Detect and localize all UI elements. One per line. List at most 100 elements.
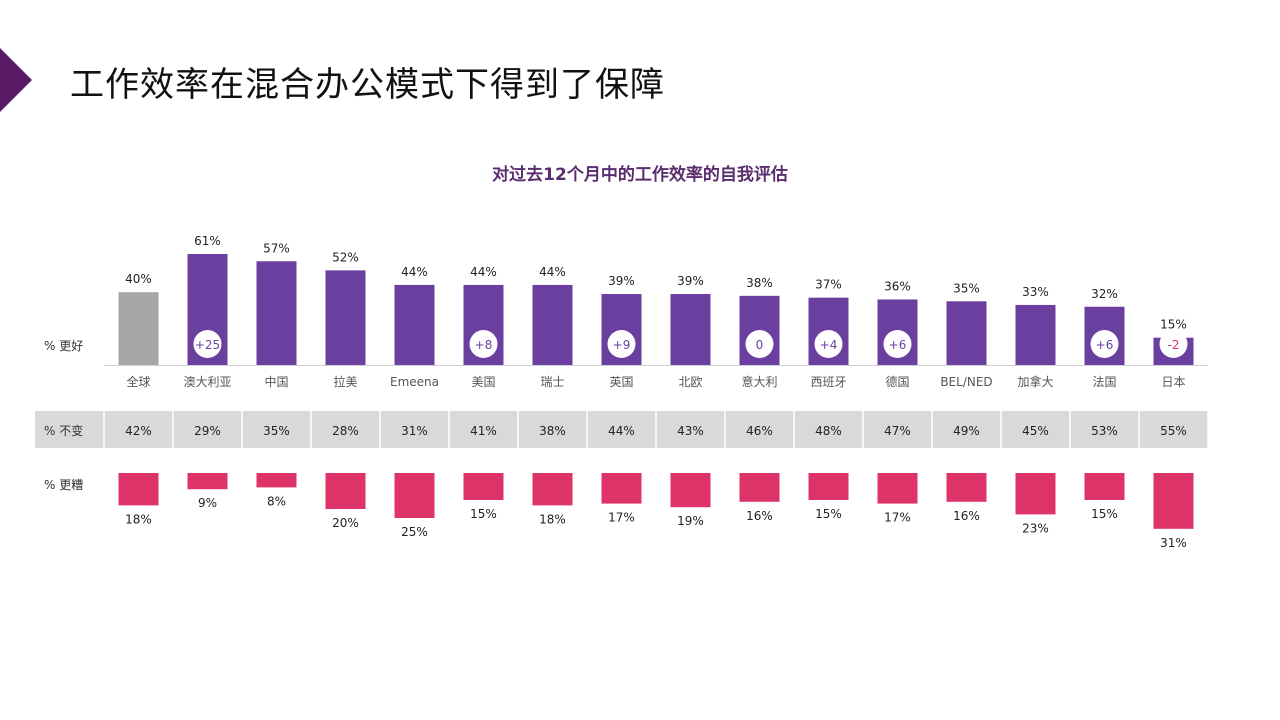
same-value-label: 44% [608,424,635,438]
category-label: 德国 [885,374,909,389]
delta-value: +6 [889,338,907,352]
worse-bar [118,473,159,506]
category-label: 澳大利亚 [183,375,231,389]
worse-bar [394,473,435,518]
same-value-label: 49% [953,424,980,438]
worse-value-label: 16% [953,509,980,523]
better-value-label: 32% [1091,287,1118,301]
delta-value: +9 [613,338,631,352]
better-bar [118,292,159,365]
worse-bar [1153,473,1194,529]
delta-badge [607,330,636,358]
delta-badge [1159,330,1188,358]
worse-value-label: 18% [539,512,566,526]
better-value-label: 44% [539,265,566,279]
same-value-label: 45% [1022,424,1049,438]
category-label: Emeena [390,375,439,389]
worse-bar [256,473,297,488]
worse-value-label: 31% [1160,536,1187,550]
delta-value: +6 [1096,338,1114,352]
better-value-label: 35% [953,281,980,295]
better-value-label: 36% [884,279,911,293]
delta-badge [745,330,774,358]
same-value-label: 47% [884,424,911,438]
worse-value-label: 20% [332,516,359,530]
better-bar [532,284,573,365]
worse-value-label: 17% [608,511,635,525]
worse-bar [877,473,918,504]
worse-value-label: 25% [401,525,428,539]
better-value-label: 40% [125,272,152,286]
same-value-label: 46% [746,424,773,438]
worse-value-label: 18% [125,512,152,526]
same-value-label: 42% [125,424,152,438]
row-label-worse: % 更糟 [44,477,83,492]
delta-badge [814,330,843,358]
worse-bar [739,473,780,502]
better-value-label: 52% [332,250,359,264]
category-label: 拉美 [333,374,357,389]
worse-value-label: 17% [884,511,911,525]
worse-value-label: 19% [677,514,704,528]
delta-value: +4 [820,338,838,352]
worse-value-label: 15% [1091,507,1118,521]
same-value-label: 53% [1091,424,1118,438]
worse-bar [670,473,711,508]
same-value-label: 43% [677,424,704,438]
worse-value-label: 23% [1022,521,1049,535]
worse-bar [1015,473,1056,515]
slide-title: 工作效率在混合办公模式下得到了保障 [70,65,665,105]
better-value-label: 15% [1160,318,1187,332]
worse-bar [808,473,849,500]
same-value-label: 28% [332,424,359,438]
better-bar [394,284,435,365]
better-bar [670,294,711,365]
worse-value-label: 16% [746,509,773,523]
worse-bar [532,473,573,506]
same-value-label: 31% [401,424,428,438]
delta-value: -2 [1168,338,1180,352]
delta-badge [883,330,912,358]
same-value-label: 55% [1160,424,1187,438]
category-label: 全球 [126,374,150,389]
category-label: 西班牙 [810,375,846,389]
delta-badge [193,330,222,358]
better-bar [946,301,987,365]
better-value-label: 39% [608,274,635,288]
category-label: 英国 [609,375,633,389]
worse-bar [601,473,642,504]
worse-bar [946,473,987,502]
worse-bar [1084,473,1125,500]
delta-value: 0 [756,338,764,352]
better-value-label: 38% [746,276,773,290]
category-label: 日本 [1161,375,1185,389]
better-value-label: 57% [263,241,290,255]
chart-title: 对过去12个月中的工作效率的自我评估 [492,165,788,185]
better-value-label: 44% [401,265,428,279]
better-bar [1015,304,1056,365]
worse-bar [187,473,228,490]
same-value-label: 35% [263,424,290,438]
better-value-label: 44% [470,265,497,279]
better-value-label: 37% [815,278,842,292]
category-label: 法国 [1092,375,1116,389]
category-label: 加拿大 [1017,374,1053,389]
same-value-label: 41% [470,424,497,438]
worse-bar [325,473,366,509]
better-value-label: 33% [1022,285,1049,299]
same-row-background [35,411,1208,448]
worse-value-label: 15% [470,507,497,521]
delta-badge [1090,330,1119,358]
worse-bar [463,473,504,500]
same-value-label: 48% [815,424,842,438]
better-value-label: 39% [677,274,704,288]
delta-badge [469,330,498,358]
delta-value: +25 [195,338,220,352]
row-label-same: % 不变 [44,423,83,438]
better-bar [325,270,366,365]
category-label: BEL/NED [940,375,992,389]
category-label: 意大利 [741,374,777,389]
category-label: 瑞士 [540,375,564,389]
same-value-label: 29% [194,424,221,438]
